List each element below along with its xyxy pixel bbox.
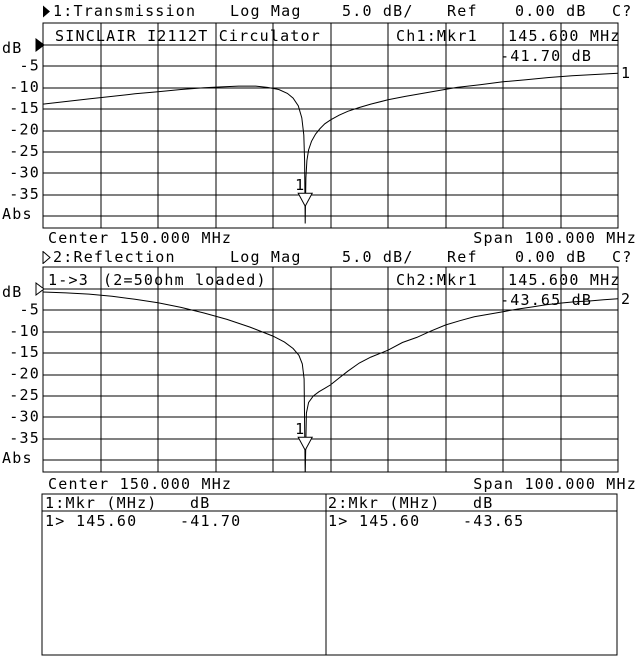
chart1-marker-level: -41.70 dB (500, 47, 592, 65)
channel2-ref-label: Ref (447, 248, 478, 266)
channel2-center: Center 150.000 MHz (48, 475, 233, 493)
chart2-trace-number: 2 (621, 290, 631, 308)
marker-table-ch2-header-db: dB (473, 494, 493, 512)
channel1-ref-value: 0.00 dB (515, 2, 587, 20)
chart1-marker-icon (297, 192, 314, 208)
channel2-header: 2:Reflection Log Mag 5.0 dB/ Ref 0.00 dB… (0, 250, 640, 266)
marker-table-dividers (42, 494, 617, 655)
marker-table-ch1-row-sel: 1> (45, 512, 65, 530)
marker-table: 1:Mkr (MHz) dB 1> 145.60 -41.70 2:Mkr (MHz) dB… (41, 493, 618, 656)
chart1-y-tick: -35 (9, 185, 40, 203)
channel2-stimulus-line: Center 150.000 MHz Span 100.000 MHz (0, 477, 640, 493)
channel2-cal-status: C? (612, 248, 633, 266)
chart2-y-tick: -30 (9, 407, 40, 425)
chart2-y-tick: -35 (9, 429, 40, 447)
chart1-y-tick: -15 (9, 99, 40, 117)
chart2-port-path: 1->3 (48, 271, 89, 289)
chart2-marker-level: -43.65 dB (500, 291, 592, 309)
chart1-title: SINCLAIR I2112T Circulator (55, 27, 321, 45)
marker-table-ch1-row-freq: 145.60 (76, 512, 137, 530)
marker-table-ch2-row-sel: 1> (328, 512, 348, 530)
channel2-header-label: 2:Reflection (53, 248, 176, 266)
chart2-y-tick: -5 (20, 300, 40, 318)
marker-table-ch2-row-freq: 145.60 (359, 512, 420, 530)
channel2-format: Log Mag (230, 248, 302, 266)
marker-table-ch2-header-mkr: 2:Mkr (MHz) (328, 494, 441, 512)
chart1-marker-frequency: 145.600 MHz (508, 27, 621, 45)
chart2-note: (2=50ohm loaded) (103, 271, 267, 289)
marker-table-frame (41, 493, 618, 656)
chart2-y-floor: Abs (2, 449, 33, 467)
chart1-trace-number: 1 (621, 64, 631, 82)
channel2-span: Span 100.000 MHz (473, 475, 637, 493)
marker-table-ch2-row-db: -43.65 (463, 512, 524, 530)
marker-table-ch1-row-db: -41.70 (180, 512, 241, 530)
chart2-ref-level-icon (35, 282, 45, 296)
chart2-y-tick: -20 (9, 365, 40, 383)
chart1: dB-5 -10 -15 -20 -25 -30 -35 Abs 1 1 SINCLAIR I211… (2, 22, 631, 229)
chart2-y-tick: -10 (9, 322, 40, 340)
chart2: dB-5 -10 -15 -20 -25 -30 -35 Abs 1 2 1->3 (2=50ohm … (2, 266, 631, 473)
chart2-y-unit: dB (2, 283, 22, 301)
channel2-scale: 5.0 dB/ (342, 248, 414, 266)
chart2-trace (43, 291, 618, 472)
channel1-span: Span 100.000 MHz (473, 229, 637, 247)
channel2-inactive-icon (42, 251, 51, 267)
channel1-ref-label: Ref (447, 2, 478, 20)
chart1-y-tick: -25 (9, 142, 40, 160)
chart1-y-tick: -10 (9, 78, 40, 96)
chart1-y-tick: -20 (9, 121, 40, 139)
marker-table-ch1-header-mkr: 1:Mkr (MHz) (45, 494, 158, 512)
channel1-center: Center 150.000 MHz (48, 229, 233, 247)
chart2-y-tick: -15 (9, 343, 40, 361)
channel2-ref-value: 0.00 dB (515, 248, 587, 266)
chart1-y-unit: dB (2, 39, 22, 57)
chart1-y-floor: Abs (2, 205, 33, 223)
chart1-trace (43, 72, 618, 224)
chart1-y-tick: -5 (20, 56, 40, 74)
chart1-grid (43, 23, 618, 228)
marker-table-ch1-header-db: dB (190, 494, 210, 512)
chart1-marker-number: 1 (295, 176, 305, 194)
channel1-format: Log Mag (230, 2, 302, 20)
chart2-marker-icon (297, 436, 314, 452)
chart1-ref-level-icon (35, 38, 45, 52)
chart1-y-tick: -30 (9, 163, 40, 181)
chart2-marker-number: 1 (295, 420, 305, 438)
channel1-stimulus-line: Center 150.000 MHz Span 100.000 MHz (0, 231, 640, 247)
channel1-header: 1:Transmission Log Mag 5.0 dB/ Ref 0.00 … (0, 4, 640, 20)
chart2-grid (43, 267, 618, 472)
chart2-y-tick: -25 (9, 386, 40, 404)
chart2-marker-frequency: 145.600 MHz (508, 271, 621, 289)
channel1-scale: 5.0 dB/ (342, 2, 414, 20)
channel1-active-icon (42, 5, 51, 21)
chart1-marker-channel: Ch1:Mkr1 (396, 27, 478, 45)
channel1-header-label: 1:Transmission (53, 2, 197, 20)
chart2-marker-channel: Ch2:Mkr1 (396, 271, 478, 289)
channel1-cal-status: C? (612, 2, 633, 20)
